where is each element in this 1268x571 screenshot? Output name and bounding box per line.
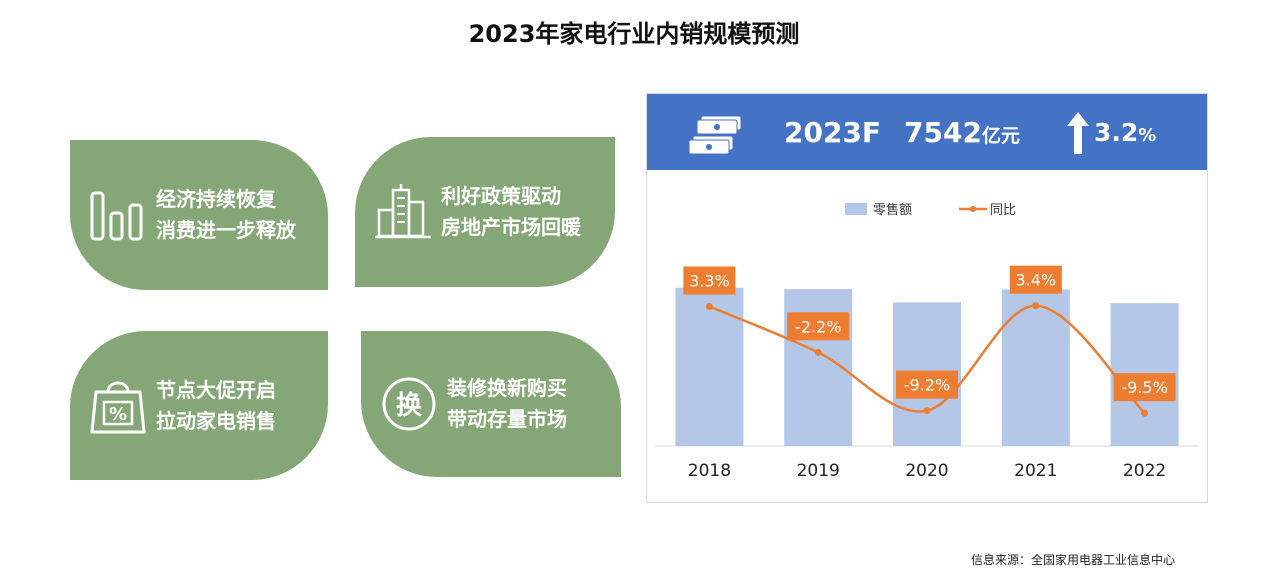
- card-line-2: 拉动家电销售: [156, 408, 276, 433]
- forecast-value-number: 7542: [904, 116, 982, 149]
- line-series-yoy: [708, 304, 1146, 415]
- retail-chart: 零售额 同比 3.3% -2.2% -9.2% 3.4% -9.5% 2018 2019 2020…: [655, 202, 1199, 481]
- legend-bar-swatch: [845, 203, 867, 215]
- card-renovation: 换 装修换新购买 带动存量市场: [361, 331, 621, 477]
- data-label-box-2019: [787, 312, 850, 341]
- data-label-2021: 3.4%: [1015, 271, 1056, 290]
- data-label-2020: -9.2%: [904, 376, 950, 395]
- exchange-circle-icon: 换: [382, 377, 436, 431]
- forecast-banner: 2023F 7542亿元 3.2%: [647, 94, 1207, 170]
- card-line-2: 带动存量市场: [447, 407, 567, 431]
- data-label-box-2018: [683, 266, 736, 295]
- card-line-1: 利好政策驱动: [441, 184, 561, 208]
- data-label-box-2020: [896, 370, 958, 399]
- x-tick-2022: 2022: [1123, 461, 1166, 481]
- card-economy: 经济持续恢复 消费进一步释放: [70, 140, 328, 290]
- forecast-growth-number: 3.2: [1094, 118, 1139, 147]
- x-tick-2020: 2020: [905, 461, 948, 481]
- data-label-box-2022: [1113, 373, 1176, 402]
- page-title: 2023年家电行业内销规模预测: [468, 20, 800, 48]
- bar-2018: [675, 287, 744, 446]
- data-label-2018: 3.3%: [689, 272, 730, 291]
- card-line-1: 装修换新购买: [447, 376, 567, 400]
- card-text: 装修换新购买 带动存量市场: [447, 373, 567, 435]
- card-text: 利好政策驱动 房地产市场回暖: [441, 181, 581, 243]
- arrow-up-icon: [1067, 112, 1089, 154]
- buildings-icon: [375, 184, 431, 239]
- forecast-unit: 亿元: [981, 125, 1020, 147]
- data-label-2022: -9.5%: [1121, 378, 1167, 397]
- card-line-1: 节点大促开启: [156, 377, 276, 402]
- bar-chart-icon: [90, 191, 143, 241]
- chart-panel: 2023F 7542亿元 3.2% 零售额 同比 3.3% -2.2% -9.2% 3.4…: [646, 93, 1208, 503]
- money-stack-icon: [689, 115, 742, 154]
- x-tick-2018: 2018: [688, 461, 731, 481]
- shopping-bag-percent-icon: %: [90, 381, 146, 433]
- x-tick-2019: 2019: [797, 461, 840, 481]
- line-point-2019: [814, 348, 822, 356]
- legend-line-label: 同比: [990, 203, 1016, 218]
- source-note: 信息来源：全国家用电器工业信息中心: [971, 553, 1176, 567]
- forecast-growth: 3.2%: [1094, 118, 1156, 147]
- card-text: 节点大促开启 拉动家电销售: [156, 375, 276, 437]
- card-policy: 利好政策驱动 房地产市场回暖: [355, 137, 615, 287]
- card-text: 经济持续恢复 消费进一步释放: [156, 184, 296, 246]
- forecast-value: 7542亿元: [904, 116, 1020, 149]
- card-promotion: % 节点大促开启 拉动家电销售: [70, 331, 328, 480]
- legend-line-marker: [970, 206, 976, 212]
- card-line-2: 房地产市场回暖: [441, 215, 581, 239]
- card-line-1: 经济持续恢复: [156, 187, 276, 211]
- svg-text:%: %: [109, 404, 127, 425]
- line-point-2021: [1032, 302, 1040, 310]
- bar-2021: [1001, 289, 1070, 446]
- forecast-year: 2023F: [784, 116, 882, 149]
- legend-bar-label: 零售额: [873, 202, 912, 218]
- card-line-2: 消费进一步释放: [156, 218, 296, 242]
- svg-text:换: 换: [396, 391, 423, 421]
- x-tick-2021: 2021: [1014, 461, 1057, 481]
- data-label-box-2021: [1009, 265, 1062, 294]
- line-point-2018: [705, 303, 713, 310]
- line-point-2022: [1141, 409, 1149, 417]
- forecast-growth-unit: %: [1138, 125, 1157, 146]
- line-point-2020: [923, 407, 931, 415]
- data-label-2019: -2.2%: [795, 317, 841, 336]
